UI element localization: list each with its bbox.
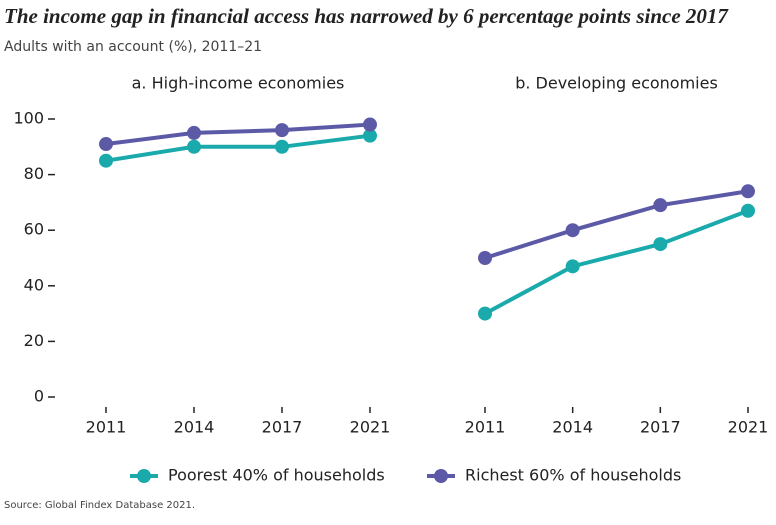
- y-tick-label: 0: [34, 387, 44, 406]
- point: [187, 125, 201, 140]
- point: [187, 139, 201, 154]
- y-tick-label: 60: [24, 220, 44, 239]
- x-tick-label: 2021: [728, 418, 769, 437]
- y-tick-label: 80: [24, 164, 44, 183]
- x-tick-label: 2011: [465, 418, 506, 437]
- y-tick-label: 100: [13, 109, 44, 128]
- point: [363, 128, 377, 143]
- point: [653, 198, 668, 213]
- point: [275, 123, 289, 138]
- point: [275, 139, 289, 154]
- y-tick-label: 20: [24, 331, 44, 350]
- point: [99, 153, 113, 168]
- subtitle: Adults with an account (%), 2011–21: [4, 39, 262, 55]
- x-tick-label: 2014: [174, 418, 215, 437]
- x-tick-label: 2017: [262, 418, 303, 437]
- point: [653, 237, 668, 252]
- x-tick-label: 2014: [552, 418, 593, 437]
- point: [565, 259, 580, 274]
- legend-marker: [434, 469, 448, 483]
- legend-label: Poorest 40% of households: [168, 466, 385, 485]
- series-line: [105, 122, 371, 147]
- panel-title: a. High-income economies: [132, 74, 345, 93]
- point: [478, 251, 492, 265]
- x-tick-label: 2017: [640, 418, 681, 437]
- point: [363, 117, 377, 132]
- panel-title: b. Developing economies: [515, 74, 718, 93]
- point: [741, 184, 755, 199]
- point: [565, 223, 580, 238]
- series-line: [484, 208, 749, 316]
- series-line: [484, 189, 749, 260]
- chart-title: The income gap in financial access has n…: [4, 4, 729, 28]
- legend-label: Richest 60% of households: [465, 466, 681, 485]
- x-tick-label: 2011: [86, 418, 127, 437]
- point: [478, 306, 492, 321]
- legend-marker: [137, 469, 151, 483]
- x-tick-label: 2021: [350, 418, 391, 437]
- source: Source: Global Findex Database 2021.: [4, 500, 195, 511]
- y-tick-label: 40: [24, 275, 44, 294]
- series-line: [105, 133, 371, 163]
- point: [99, 137, 113, 152]
- point: [741, 203, 755, 218]
